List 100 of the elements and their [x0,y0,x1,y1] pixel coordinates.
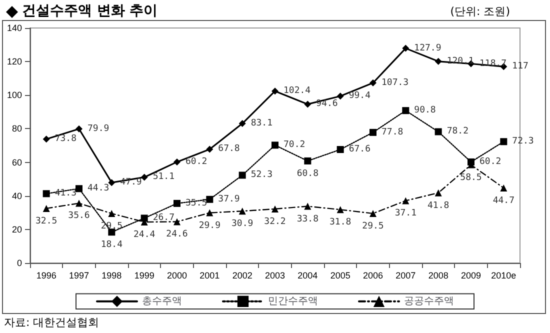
data-label: 94.6 [316,99,338,110]
data-label: 67.6 [348,144,371,155]
x-tick-label: 2006 [362,270,384,280]
data-label: 35.5 [186,198,208,208]
data-label: 60.8 [296,168,319,179]
point [402,197,410,204]
point [336,146,344,154]
point [370,128,376,136]
point [336,206,344,214]
point [174,218,180,226]
point [42,204,50,212]
point [402,107,410,114]
y-tick-label: 60 [12,157,22,168]
data-label: 35.6 [68,211,90,222]
text: 자료: 대한건설협회 [4,315,100,330]
y-tick-label: 40 [12,190,22,201]
x-tick-label: 1998 [102,270,122,280]
x-tick-label: 2009 [460,270,482,280]
data-label: 60.2 [480,156,502,167]
data-label: 33.8 [296,214,319,224]
point [206,209,214,216]
x-tick-label: 2002 [232,270,252,280]
data-label: 117 [512,62,528,72]
data-label: 58.5 [460,172,482,183]
point [174,158,180,166]
x-tick-label: 2010e [491,270,516,280]
data-label: 37.1 [394,208,417,219]
data-label: 72.3 [512,136,534,147]
point [238,120,246,128]
data-label: 41.3 [54,188,77,199]
point [500,138,508,146]
x-tick-label: 1999 [134,270,154,280]
point [76,200,82,207]
legend-label: 민간수주액 [268,296,318,307]
x-tick-label: 2005 [330,270,350,280]
point [42,136,50,143]
data-label: 127.9 [414,43,442,54]
point [174,200,180,207]
data-label: 78.2 [446,126,469,137]
y-tick-label: 80 [12,124,22,134]
data-label: 51.1 [152,172,175,182]
point [272,88,278,95]
point [76,125,82,132]
point [108,179,116,186]
point [206,146,214,153]
point [238,172,246,179]
data-label: 41.8 [427,200,450,211]
data-label: 32.2 [264,216,286,227]
point [42,190,50,198]
data-label: 52.3 [250,170,273,180]
point [370,210,376,217]
data-label: 24.6 [166,230,188,240]
data-label: 79.9 [88,124,110,134]
data-label: 37.9 [218,194,240,204]
data-label: 107.3 [382,78,409,88]
x-tick-label: 2000 [166,270,188,280]
point [402,44,410,52]
point [434,128,442,136]
data-label: 29.9 [198,220,221,231]
point [108,210,116,217]
data-label: 26.7 [152,213,175,224]
point [206,196,214,203]
y-tick-label: 20 [12,224,22,234]
point [76,185,82,192]
point [336,92,344,100]
point [434,189,442,196]
x-tick-label: 1996 [36,270,56,280]
data-label: 83.1 [250,118,273,129]
x-tick-label: 2004 [298,270,318,280]
point [272,142,278,149]
data-label: 32.5 [35,216,58,226]
data-label: 18.4 [100,240,123,250]
x-tick-label: 1997 [68,270,90,280]
data-label: 67.8 [218,144,240,154]
point [500,184,508,192]
point [238,208,246,215]
data-label: 99.4 [348,91,371,102]
point [304,100,312,108]
x-tick-label: 2001 [200,270,220,280]
data-label: 60.2 [186,156,208,167]
point [304,157,312,164]
data-label: 44.3 [88,184,110,194]
point [272,205,278,212]
point [434,58,442,65]
data-label: 70.2 [284,140,306,150]
y-tick-label: 140 [6,23,22,33]
data-label: 31.8 [329,218,352,228]
x-tick-label: 2003 [264,270,286,280]
chart-title: 건설수주액 변화 추이 [22,2,158,20]
point [140,174,148,181]
data-label: 29.5 [362,221,384,232]
data-label: 90.8 [414,106,436,116]
y-tick-label: 100 [6,90,22,100]
x-tick-label: 2007 [396,270,416,280]
data-label: 24.4 [133,230,156,240]
point [140,214,148,222]
x-tick-label: 2008 [428,270,448,280]
data-label: 47.9 [120,178,142,188]
data-label: 77.8 [382,127,404,138]
data-label: 44.7 [492,196,515,206]
